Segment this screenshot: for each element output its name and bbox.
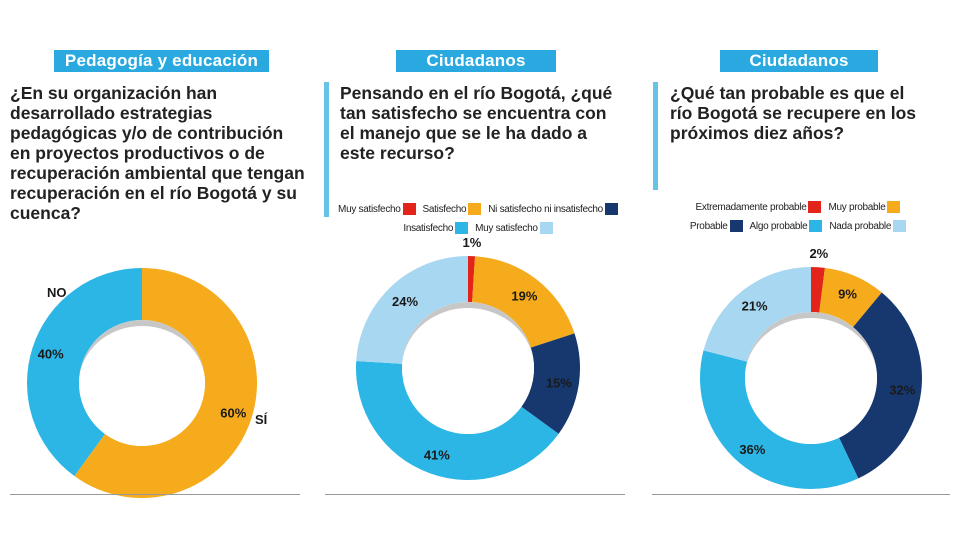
slice-value-label: 1% bbox=[463, 235, 482, 250]
slice-value-label: 21% bbox=[742, 298, 768, 313]
donut-slice bbox=[819, 267, 882, 328]
donut-slice bbox=[521, 333, 580, 434]
legend-item: Ni satisfecho ni insatisfecho bbox=[488, 203, 622, 215]
legend-swatch bbox=[455, 222, 469, 234]
legend-item: Satisfecho bbox=[423, 203, 486, 215]
donut-slice bbox=[468, 256, 476, 303]
legend-item: Nada probable bbox=[829, 220, 910, 232]
slice-value-label: 19% bbox=[511, 288, 537, 303]
legend: Extremadamente probable Muy probable Pro… bbox=[640, 201, 960, 239]
donut-slice bbox=[811, 267, 825, 313]
legend-swatch bbox=[539, 222, 553, 234]
question-text: ¿En su organización han desarrollado est… bbox=[10, 83, 305, 223]
slice-value-label: 15% bbox=[546, 375, 572, 390]
question-text: ¿Qué tan probable es que el río Bogotá s… bbox=[670, 83, 917, 143]
legend-swatch bbox=[402, 203, 416, 215]
accent-bar bbox=[653, 82, 658, 190]
donut-slice bbox=[700, 350, 859, 490]
legend-item: Probable bbox=[690, 220, 747, 232]
legend-swatch bbox=[808, 201, 822, 213]
legend-swatch bbox=[729, 220, 743, 232]
panel-header: Pedagogía y educación bbox=[54, 50, 269, 72]
legend-item: Muy probable bbox=[828, 201, 904, 213]
accent-bar bbox=[324, 82, 329, 217]
donut-slice bbox=[27, 268, 142, 477]
panel-satisfaccion: Ciudadanos Pensando en el río Bogotá, ¿q… bbox=[320, 0, 640, 540]
legend-item: Extremadamente probable bbox=[696, 201, 826, 213]
legend-swatch bbox=[604, 203, 618, 215]
legend-swatch bbox=[468, 203, 482, 215]
donut-hole bbox=[745, 312, 877, 444]
legend-item: Muy satisfecho bbox=[475, 222, 557, 234]
slice-value-label: 40% bbox=[38, 346, 64, 361]
donut-slice bbox=[74, 268, 257, 498]
slice-category-label: NO bbox=[47, 285, 67, 300]
slice-value-label: 41% bbox=[424, 448, 450, 463]
donut-hole bbox=[402, 302, 534, 434]
donut-chart: 60% 40% SÍ NO bbox=[27, 268, 268, 498]
panel-header: Ciudadanos bbox=[720, 50, 878, 72]
slice-value-label: 24% bbox=[392, 294, 418, 309]
donut-slice bbox=[839, 292, 922, 479]
donut-chart: 2% 9% 32% 36% 21% bbox=[700, 246, 922, 490]
slice-value-label: 32% bbox=[889, 383, 915, 398]
slice-value-label: 36% bbox=[739, 442, 765, 457]
donut-slice bbox=[356, 360, 559, 480]
panel-pedagogia: Pedagogía y educación ¿En su organizació… bbox=[0, 0, 320, 540]
divider bbox=[652, 494, 950, 495]
slice-value-label: 2% bbox=[809, 246, 828, 261]
panel-header: Ciudadanos bbox=[396, 50, 556, 72]
donut-chart: 1% 19% 15% 41% 24% bbox=[356, 235, 580, 480]
legend-swatch bbox=[887, 201, 901, 213]
donut-slice bbox=[472, 256, 575, 348]
legend-item: Insatisfecho bbox=[403, 222, 472, 234]
donut-slice bbox=[356, 256, 468, 364]
divider bbox=[325, 494, 625, 495]
slice-value-label: 9% bbox=[838, 287, 857, 302]
slice-value-label: 60% bbox=[220, 406, 246, 421]
divider bbox=[10, 494, 300, 495]
donut-hole bbox=[79, 320, 205, 446]
legend-item: Algo probable bbox=[750, 220, 827, 232]
slice-category-label: SÍ bbox=[255, 412, 268, 427]
panel-probabilidad: Ciudadanos ¿Qué tan probable es que el r… bbox=[640, 0, 960, 540]
legend-item: Muy satisfecho bbox=[338, 203, 420, 215]
legend: Muy satisfecho Satisfecho Ni satisfecho … bbox=[320, 203, 640, 241]
legend-swatch bbox=[893, 220, 907, 232]
legend-swatch bbox=[809, 220, 823, 232]
donut-slice bbox=[703, 267, 811, 362]
question-text: Pensando en el río Bogotá, ¿qué tan sati… bbox=[340, 83, 613, 163]
